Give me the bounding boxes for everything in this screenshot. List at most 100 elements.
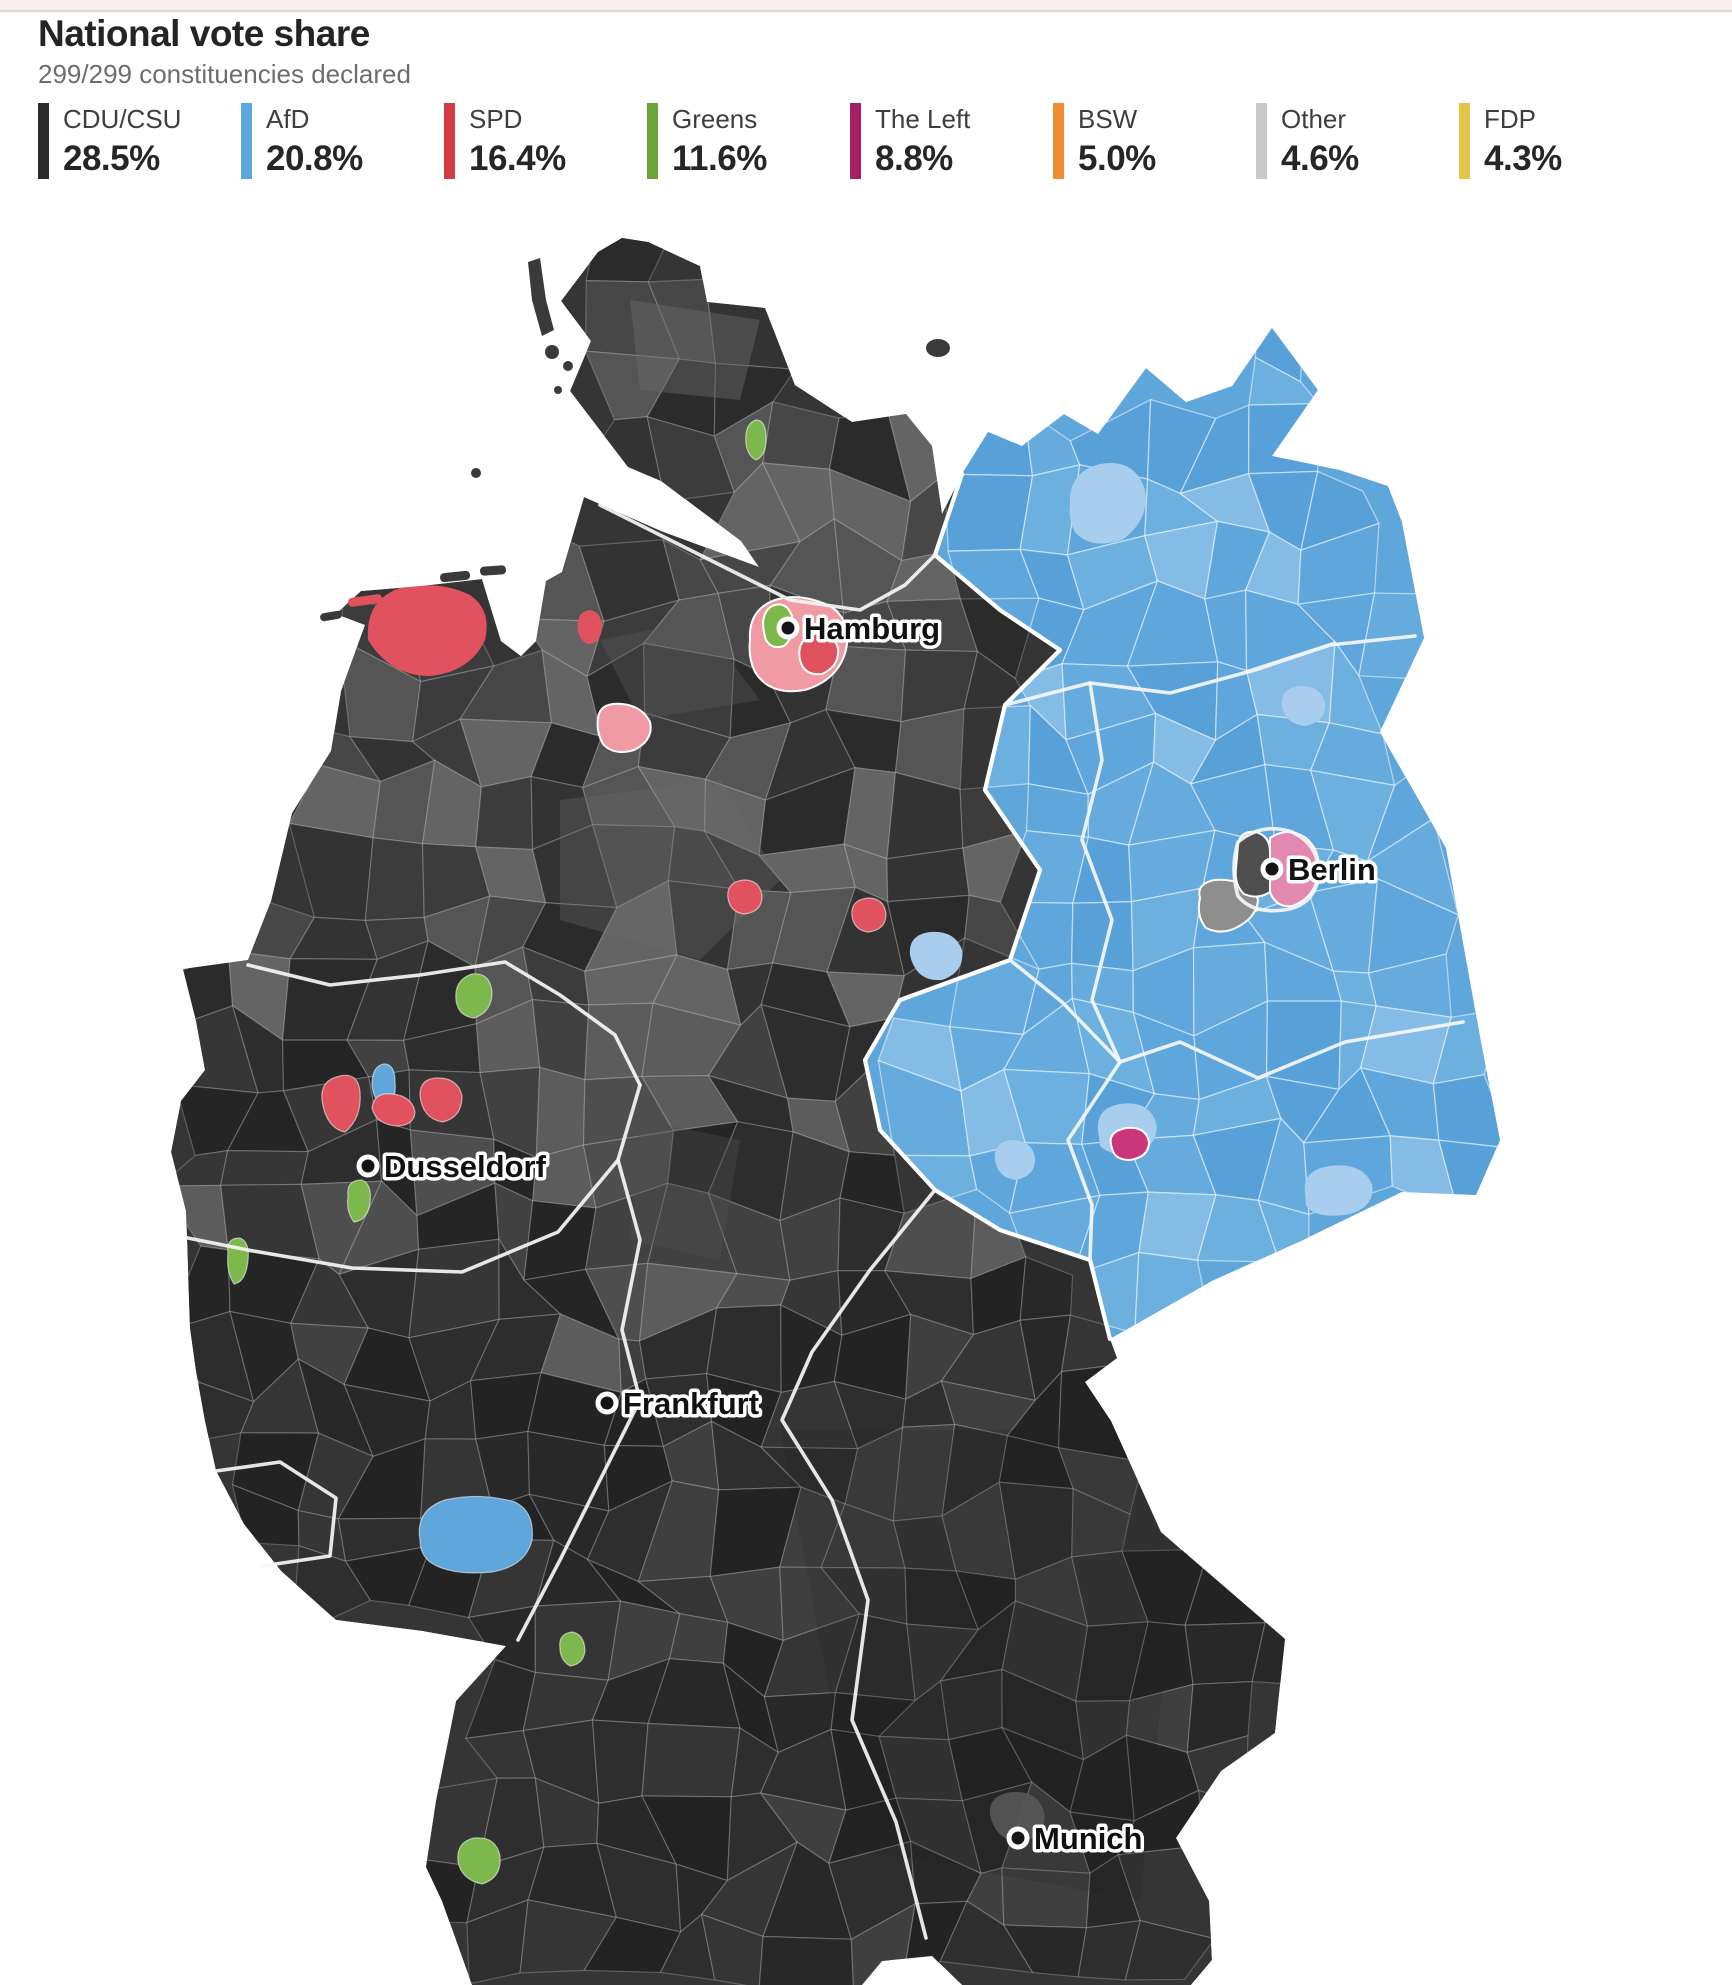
- constituency-cell[interactable]: [1265, 1000, 1342, 1091]
- constituency-cell[interactable]: [704, 722, 792, 801]
- constituency-cell[interactable]: [591, 824, 676, 909]
- constituency-cell[interactable]: [939, 1900, 1034, 1974]
- constituency-afd-weak-dresden[interactable]: [1304, 1165, 1373, 1216]
- constituency-green-flensburg[interactable]: [745, 419, 767, 461]
- constituency-shade-hannover[interactable]: [560, 780, 780, 960]
- island-amrum[interactable]: [563, 361, 573, 371]
- constituency-cell[interactable]: [586, 1479, 674, 1583]
- island-spd-juist[interactable]: [348, 594, 383, 608]
- constituency-cell[interactable]: [364, 916, 429, 961]
- constituency-spd-hamburg-mitte[interactable]: [798, 632, 840, 676]
- constituency-cell[interactable]: [844, 1426, 904, 1522]
- constituency-cell[interactable]: [662, 538, 720, 601]
- constituency-cell[interactable]: [522, 946, 590, 1006]
- constituency-cell[interactable]: [641, 1002, 742, 1078]
- constituency-csu-munich-city[interactable]: [989, 1791, 1045, 1842]
- island-helgoland[interactable]: [471, 468, 481, 478]
- constituency-cell[interactable]: [1000, 1726, 1085, 1814]
- constituency-spd-emden[interactable]: [367, 585, 487, 676]
- constituency-green-cologne[interactable]: [347, 1179, 371, 1223]
- constituency-shade-schleswig[interactable]: [630, 300, 760, 400]
- island-borkum[interactable]: [319, 610, 342, 622]
- constituency-afd-weak-erfurt[interactable]: [994, 1140, 1036, 1180]
- constituency-cell[interactable]: [939, 1599, 1017, 1682]
- constituency-left-leipzig[interactable]: [1109, 1126, 1150, 1161]
- constituency-cell[interactable]: [706, 1304, 782, 1394]
- constituency-cell[interactable]: [411, 665, 496, 743]
- constituency-shade-bavaria[interactable]: [780, 1430, 1190, 1900]
- constituency-cell[interactable]: [1247, 402, 1320, 475]
- constituency-cell[interactable]: [771, 886, 857, 973]
- constituency-cell[interactable]: [667, 1121, 739, 1194]
- constituency-cell[interactable]: [1251, 1613, 1303, 1686]
- constituency-cell[interactable]: [700, 1840, 799, 1938]
- constituency-cell[interactable]: [584, 1182, 669, 1271]
- constituency-cell[interactable]: [231, 1004, 285, 1094]
- constituency-spd-cuxhaven[interactable]: [577, 610, 602, 644]
- constituency-cell[interactable]: [1432, 1074, 1513, 1150]
- constituency-cell[interactable]: [1184, 1622, 1266, 1686]
- constituency-cell[interactable]: [288, 822, 374, 922]
- constituency-spd-duisburg[interactable]: [321, 1074, 361, 1133]
- constituency-cell[interactable]: [758, 1935, 855, 1985]
- constituency-cell[interactable]: [160, 1149, 229, 1187]
- constituency-afd-weak-uckermark[interactable]: [1281, 686, 1326, 726]
- constituency-cell[interactable]: [709, 1566, 784, 1642]
- constituency-cell[interactable]: [469, 1372, 542, 1440]
- constituency-spd-braunschweig[interactable]: [851, 897, 887, 933]
- constituency-cell[interactable]: [722, 1621, 784, 1698]
- constituency-cell[interactable]: [586, 598, 681, 678]
- constituency-cell[interactable]: [726, 962, 774, 1027]
- constituency-cell[interactable]: [944, 408, 1034, 477]
- constituency-spd-dortmund[interactable]: [419, 1077, 463, 1123]
- constituency-shade-kassel[interactable]: [630, 1120, 740, 1260]
- constituency-cell[interactable]: [833, 1380, 907, 1450]
- constituency-spd-hannover[interactable]: [727, 879, 763, 915]
- constituency-cell[interactable]: [779, 1197, 841, 1281]
- constituency-cell[interactable]: [837, 1197, 905, 1272]
- constituency-cell[interactable]: [1186, 1680, 1253, 1754]
- constituency-cell[interactable]: [220, 1150, 309, 1186]
- constituency-afd-kaiserslautern[interactable]: [418, 1495, 533, 1574]
- island-foehr[interactable]: [545, 345, 559, 359]
- constituency-cell[interactable]: [962, 829, 1028, 903]
- constituency-cell[interactable]: [763, 1691, 837, 1754]
- constituency-cell[interactable]: [668, 1613, 729, 1664]
- constituency-cell[interactable]: [675, 1863, 729, 1934]
- constituency-cell[interactable]: [1184, 1548, 1266, 1626]
- constituency-cell[interactable]: [583, 879, 678, 973]
- constituency-cell[interactable]: [886, 550, 962, 603]
- constituency-cell[interactable]: [1124, 1919, 1216, 1981]
- constituency-cell[interactable]: [519, 1899, 618, 1974]
- constituency-green-muenster[interactable]: [455, 973, 493, 1019]
- constituency-green-karlsruhe[interactable]: [559, 1631, 586, 1667]
- constituency-cell[interactable]: [344, 1545, 432, 1607]
- constituency-cell[interactable]: [475, 1430, 531, 1508]
- constituency-cell[interactable]: [641, 1722, 741, 1798]
- constituency-shade-lueneburg[interactable]: [600, 620, 760, 720]
- island-langeoog[interactable]: [440, 570, 471, 583]
- constituency-cell[interactable]: [1437, 1139, 1521, 1216]
- constituency-cell[interactable]: [894, 708, 965, 791]
- constituency-cell[interactable]: [475, 775, 534, 851]
- constituency-spd-bremen[interactable]: [596, 702, 652, 753]
- constituency-cell[interactable]: [408, 1318, 501, 1402]
- constituency-cell[interactable]: [825, 645, 907, 723]
- constituency-cell[interactable]: [1002, 1924, 1088, 1978]
- island-pellworm[interactable]: [554, 386, 562, 394]
- island-wangerooge[interactable]: [480, 565, 507, 576]
- constituency-cell[interactable]: [527, 1372, 623, 1447]
- constituency-cell[interactable]: [583, 1916, 682, 1974]
- constituency-cell[interactable]: [466, 1899, 529, 1985]
- constituency-cell[interactable]: [637, 765, 707, 833]
- constituency-cell[interactable]: [421, 843, 491, 919]
- constituency-cell[interactable]: [1077, 1919, 1142, 1981]
- constituency-cell[interactable]: [584, 954, 679, 1006]
- island-sylt[interactable]: [528, 258, 554, 336]
- constituency-cell[interactable]: [416, 1182, 500, 1250]
- east-germany-region[interactable]: [865, 301, 1521, 1339]
- constituency-spd-essen[interactable]: [371, 1093, 416, 1127]
- island-fehmarn[interactable]: [926, 339, 950, 357]
- constituency-afd-weak-magdeburg[interactable]: [909, 931, 963, 981]
- constituency-cell[interactable]: [521, 902, 618, 973]
